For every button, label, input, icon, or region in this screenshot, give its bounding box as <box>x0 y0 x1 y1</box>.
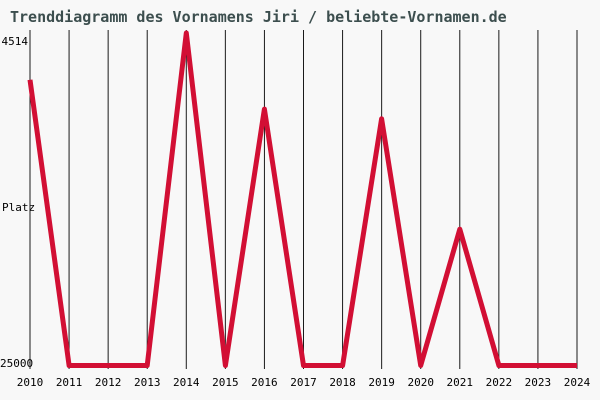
x-tick-label: 2022 <box>485 376 513 389</box>
x-tick-label: 2011 <box>55 376 83 389</box>
year-gridlines <box>29 30 578 369</box>
x-tick-label: 2016 <box>251 376 278 389</box>
x-tick-label: 2019 <box>368 376 395 389</box>
y-axis-label: Platz <box>2 201 36 214</box>
x-tick-label: 2017 <box>290 376 317 389</box>
x-tick-label: 2018 <box>329 376 356 389</box>
x-tick-label: 2014 <box>173 376 200 389</box>
x-tick-label: 2013 <box>133 376 161 389</box>
chart-title: Trenddiagramm des Vornamens Jiri / belie… <box>10 8 507 26</box>
trend-line <box>27 30 577 368</box>
y-axis-bottom-tick: 25000 <box>0 357 34 370</box>
x-tick-label: 2012 <box>94 376 122 389</box>
x-tick-label: 2024 <box>563 376 591 389</box>
x-tick-label: 2020 <box>407 376 434 389</box>
y-axis-top-tick: 4514 <box>1 35 29 48</box>
x-tick-label: 2015 <box>212 376 239 389</box>
x-tick-label: 2021 <box>446 376 474 389</box>
x-tick-label: 2023 <box>524 376 552 389</box>
x-tick-label: 2010 <box>16 376 44 389</box>
